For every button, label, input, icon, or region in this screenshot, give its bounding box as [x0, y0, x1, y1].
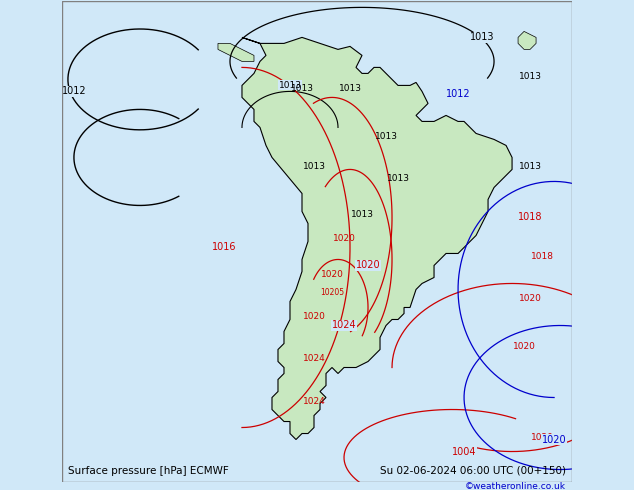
Text: 10205: 10205: [320, 289, 344, 297]
Polygon shape: [242, 37, 512, 440]
Text: 1020: 1020: [531, 433, 553, 441]
Text: 1013: 1013: [375, 132, 398, 142]
Text: 1020: 1020: [542, 435, 566, 444]
Text: 1012: 1012: [446, 89, 470, 99]
Text: 1024: 1024: [302, 354, 325, 364]
Text: Surface pressure [hPa] ECMWF: Surface pressure [hPa] ECMWF: [68, 466, 229, 475]
Text: ©weatheronline.co.uk: ©weatheronline.co.uk: [465, 482, 566, 490]
Text: 1004: 1004: [452, 446, 476, 457]
Text: 1024: 1024: [302, 396, 325, 406]
Text: 1020: 1020: [333, 234, 356, 244]
Text: 1013: 1013: [387, 174, 410, 183]
Text: 1020: 1020: [321, 270, 344, 279]
Text: 1013: 1013: [278, 81, 302, 90]
Text: 1013: 1013: [302, 163, 325, 172]
Text: 1020: 1020: [302, 313, 325, 321]
Text: 1013: 1013: [519, 163, 541, 172]
Text: 1020: 1020: [356, 261, 380, 270]
Text: 1018: 1018: [518, 213, 542, 222]
Text: 1013: 1013: [519, 73, 541, 81]
Text: 1016: 1016: [212, 243, 236, 252]
Text: 1013: 1013: [339, 84, 361, 94]
Text: 1024: 1024: [332, 320, 356, 330]
Text: 1013: 1013: [470, 32, 495, 43]
Text: 1013: 1013: [351, 211, 373, 220]
Text: 1020: 1020: [513, 343, 536, 351]
Text: 1020: 1020: [519, 294, 541, 303]
Polygon shape: [518, 31, 536, 49]
Text: 1018: 1018: [531, 252, 553, 262]
Text: Su 02-06-2024 06:00 UTC (00+150): Su 02-06-2024 06:00 UTC (00+150): [380, 466, 566, 475]
Text: 1013: 1013: [290, 84, 313, 94]
Text: 1012: 1012: [61, 86, 86, 97]
Polygon shape: [218, 44, 254, 61]
